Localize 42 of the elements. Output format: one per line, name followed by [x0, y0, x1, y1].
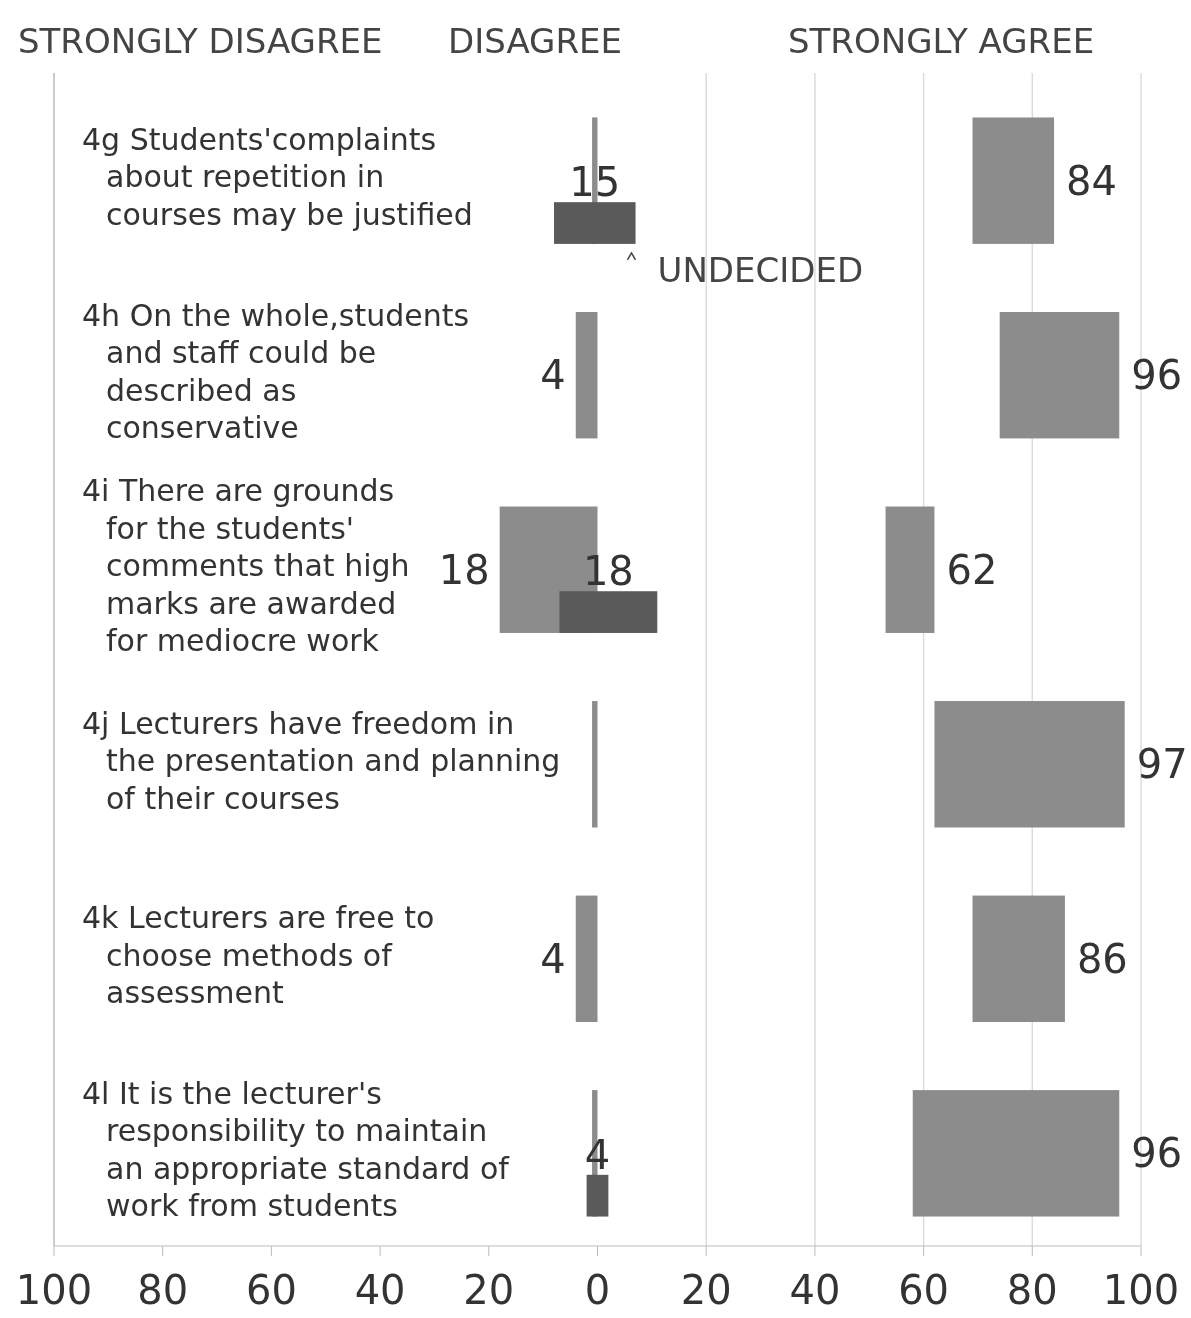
y-tick-label: 4k Lecturers are free to choose methods of assessment	[82, 900, 435, 1011]
text: DISAGREE	[448, 21, 623, 61]
bar	[912, 1090, 1120, 1217]
data-label: 4	[540, 352, 566, 399]
data-label: 97	[1136, 741, 1188, 788]
bar	[999, 311, 1120, 439]
x-tick-label: 100	[1102, 1267, 1180, 1313]
data-label: 62	[946, 546, 998, 593]
x-tick-label: 40	[789, 1267, 841, 1313]
data-label: 86	[1076, 935, 1128, 982]
y-tick-label: 4j Lecturers have freedom in the presentation and planning of their courses	[82, 705, 561, 816]
data-label: 84	[1066, 157, 1117, 204]
x-tick-label: 40	[354, 1267, 406, 1313]
y-tick-label: 4l It is the lecturer's responsibility to maintain an appropriate standard of work from students	[82, 1075, 511, 1224]
x-tick-label: 60	[898, 1267, 950, 1313]
bar	[972, 117, 1055, 244]
bar	[586, 1174, 609, 1217]
annotation: UNDECIDED	[657, 249, 864, 290]
data-label: 96	[1131, 1130, 1183, 1177]
y-tick-label: 4i There are grounds for the students' comments that high marks are awarded for mediocre work	[82, 473, 410, 659]
bar	[934, 701, 1125, 828]
x-tick-label: 20	[463, 1267, 515, 1313]
x-tick-label: 80	[137, 1267, 189, 1313]
text: STRONGLY AGREE	[788, 21, 1095, 61]
x-tick-label: 100	[15, 1267, 93, 1313]
data-label: 18	[438, 546, 490, 593]
x-tick-label: 60	[245, 1267, 297, 1313]
bar	[885, 506, 935, 633]
bar	[575, 311, 598, 439]
y-tick-label: 4h On the whole,students and staff could be described as conservative	[82, 297, 470, 446]
bar	[559, 591, 658, 633]
bar	[575, 895, 598, 1023]
data-label: 96	[1131, 352, 1183, 399]
data-label: 4	[540, 935, 566, 982]
x-tick-label: 0	[584, 1267, 611, 1313]
x-tick-label: 20	[680, 1267, 732, 1313]
x-tick-label: 80	[1006, 1267, 1058, 1313]
text: STRONGLY DISAGREE	[18, 21, 383, 61]
y-tick-label: 4g Students'complaints about repetition in courses may be justified	[82, 121, 473, 232]
bar	[592, 701, 598, 828]
bar	[972, 895, 1065, 1023]
bar	[554, 202, 636, 244]
